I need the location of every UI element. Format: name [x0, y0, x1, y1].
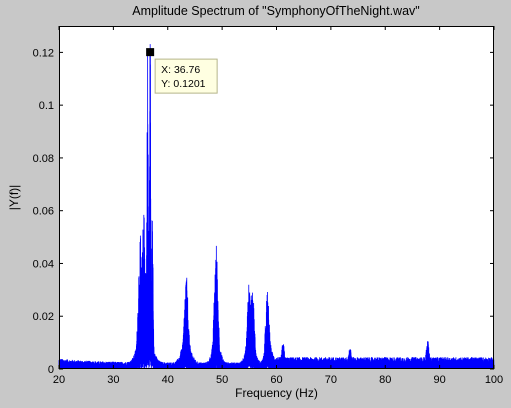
y-tick-label: 0.1	[39, 100, 54, 112]
x-tick-label: 90	[434, 374, 446, 386]
datatip-marker[interactable]	[146, 48, 155, 57]
x-tick-label: 60	[270, 374, 282, 386]
y-tick-label: 0.12	[33, 47, 54, 59]
series-layer	[58, 44, 495, 370]
x-tick-label: 80	[379, 374, 391, 386]
y-tick-label: 0.04	[33, 258, 54, 270]
y-tick-label: 0.08	[33, 153, 54, 165]
x-axis-label: Frequency (Hz)	[235, 386, 318, 400]
datatip-box	[154, 58, 218, 94]
chart-title: Amplitude Spectrum of "SymphonyOfTheNigh…	[132, 4, 419, 18]
ticks-layer: 20 30 40 50 60 70 80 90 100 0 0.02 0.04 0.06 0.08 0.1 0…	[33, 26, 503, 386]
x-tick-label: 20	[53, 374, 65, 386]
plot-area	[59, 26, 494, 369]
x-tick-label: 70	[325, 374, 337, 386]
datatip-y-text: Y: 0.1201	[161, 78, 206, 90]
y-tick-label: 0.02	[33, 311, 54, 323]
y-axis-label: |Y(f)|	[7, 185, 21, 211]
y-tick-label: 0	[48, 364, 54, 376]
spectrum-series-line	[58, 44, 495, 370]
x-tick-label: 100	[485, 374, 503, 386]
y-tick-label: 0.06	[33, 206, 54, 218]
x-tick-label: 40	[162, 374, 174, 386]
datatip[interactable]: X: 36.76 Y: 0.1201	[146, 48, 218, 94]
x-tick-label: 50	[216, 374, 228, 386]
datatip-x-text: X: 36.76	[161, 64, 200, 76]
x-tick-label: 30	[107, 374, 119, 386]
